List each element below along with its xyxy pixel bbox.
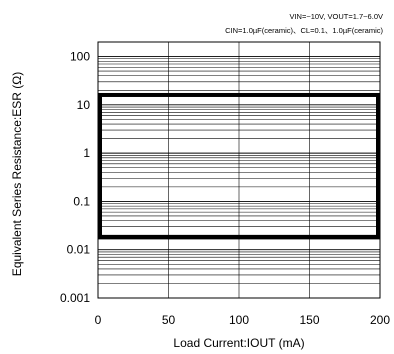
stable-region-box	[98, 92, 380, 240]
y-tick-label: 10	[77, 98, 91, 112]
y-tick-label: 0.001	[60, 291, 90, 305]
y-tick-labels: 0.001 0.01 0.1 1 10 100	[60, 50, 90, 305]
y-tick-label: 100	[70, 50, 90, 64]
x-tick-label: 0	[95, 313, 102, 327]
vertical-gridlines	[97, 42, 381, 298]
x-tick-label: 150	[299, 313, 319, 327]
y-tick-label: 0.1	[73, 194, 90, 208]
y-tick-label: 1	[83, 146, 90, 160]
x-tick-label: 200	[370, 313, 390, 327]
x-tick-label: 50	[162, 313, 176, 327]
x-tick-label: 100	[229, 313, 249, 327]
x-axis-label: Load Current:IOUT (mA)	[173, 336, 304, 350]
condition-line-2: CIN=1.0µF(ceramic)、CL=0.1、1.0µF(ceramic)	[225, 26, 383, 35]
condition-line-1: VIN=~10V, VOUT=1.7~6.0V	[289, 12, 383, 21]
y-tick-label: 0.01	[67, 243, 91, 257]
y-axis-label: Equivalent Series Resistance:ESR (Ω)	[10, 72, 24, 276]
x-tick-labels: 0 50 100 150 200	[95, 313, 391, 327]
